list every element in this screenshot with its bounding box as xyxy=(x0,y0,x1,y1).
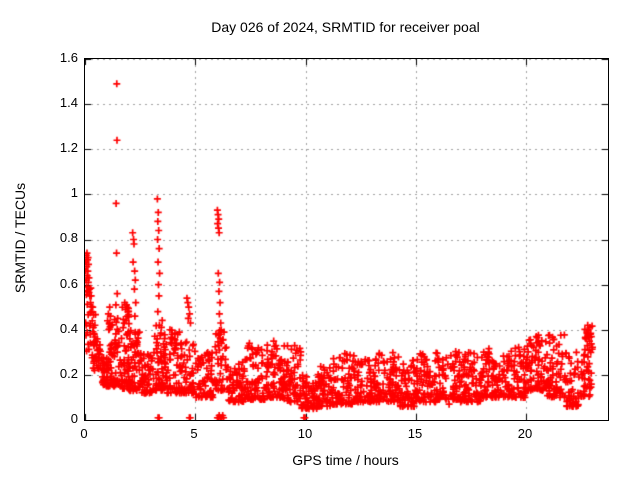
x-tick-label-0: 0 xyxy=(80,426,88,441)
x-tick-label-5: 5 xyxy=(190,426,198,441)
chart-title: Day 026 of 2024, SRMTID for receiver poa… xyxy=(211,19,480,35)
y-tick-label-0: 0 xyxy=(70,411,78,426)
y-tick-label-04: 0.4 xyxy=(59,321,78,336)
y-axis-title: SRMTID / TECUs xyxy=(12,182,28,294)
plot-area xyxy=(84,58,609,421)
y-tick-label-14: 1.4 xyxy=(59,95,78,110)
y-tick-label-08: 0.8 xyxy=(59,230,78,245)
y-tick-label-16: 1.6 xyxy=(59,50,78,65)
x-tick-label-20: 20 xyxy=(517,426,533,441)
y-tick-label-02: 0.2 xyxy=(59,366,78,381)
x-axis-title: GPS time / hours xyxy=(292,452,399,468)
x-tick-label-10: 10 xyxy=(297,426,313,441)
x-tick-label-15: 15 xyxy=(407,426,423,441)
y-tick-label-06: 0.6 xyxy=(59,276,78,291)
plot-canvas xyxy=(85,59,608,420)
y-tick-label-1: 1 xyxy=(70,185,78,200)
y-tick-label-12: 1.2 xyxy=(59,140,78,155)
